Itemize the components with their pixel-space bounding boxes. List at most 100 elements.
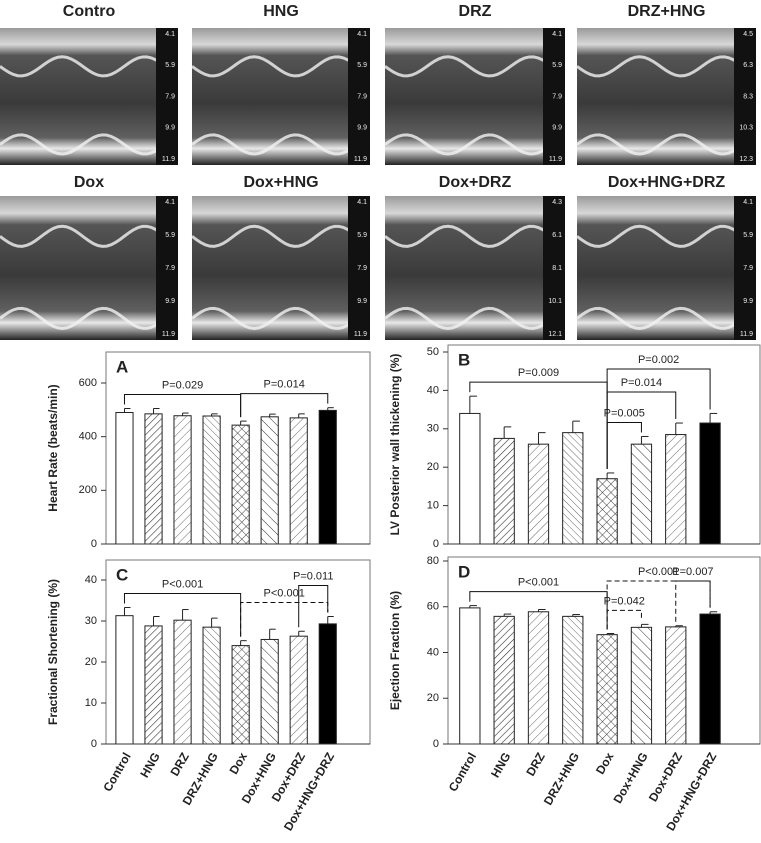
echo-scale-label: 11.9 (740, 331, 753, 338)
echo-wall (384, 224, 566, 248)
y-tick-label: 200 (79, 484, 97, 496)
p-value: P=0.007 (672, 566, 713, 578)
y-tick-label: 0 (433, 738, 439, 750)
echo-image (385, 28, 565, 165)
p-value: P<0.001 (162, 578, 203, 590)
bar (115, 615, 134, 745)
bar (231, 424, 250, 545)
echo-image (192, 28, 370, 165)
echo-scale-bar (348, 196, 370, 340)
bar (562, 615, 584, 745)
significance-bracket (606, 609, 642, 630)
echo-wall (384, 55, 566, 78)
bar (231, 645, 250, 745)
bar (665, 434, 687, 545)
y-axis-label: Ejection Fraction (%) (388, 591, 402, 710)
panel-title: Dox+HNG+DRZ (608, 174, 726, 191)
bar (630, 443, 653, 545)
panel-letter: B (458, 350, 470, 369)
bar (459, 607, 481, 745)
echo-scale-label: 5.9 (165, 62, 175, 69)
y-tick-label: 30 (85, 615, 97, 627)
y-tick-label: 400 (79, 431, 97, 443)
echo-scale-label: 8.1 (552, 265, 562, 272)
significance-bracket (240, 393, 329, 418)
bar (699, 422, 721, 545)
y-tick-label: 20 (85, 656, 97, 668)
p-value: P=0.014 (264, 379, 305, 391)
echo-scale-label: 11.9 (162, 156, 175, 163)
echo-wall (0, 133, 179, 156)
x-tick-label: Control (100, 750, 133, 794)
echo-scale-label: 5.9 (357, 62, 367, 69)
x-tick-label: Control (446, 750, 479, 794)
panel-title: Dox+DRZ (439, 174, 512, 191)
p-value: P<0.001 (264, 587, 305, 599)
y-axis-label: Fractional Shortening (%) (46, 579, 60, 725)
bar (202, 626, 221, 745)
y-tick-label: 80 (427, 555, 439, 567)
y-tick-label: 40 (427, 646, 439, 658)
echo-scale-label: 4.1 (552, 31, 562, 38)
y-tick-label: 0 (433, 538, 439, 550)
echo-wall (191, 55, 371, 78)
panel-title: HNG (263, 3, 299, 20)
echo-wall (191, 224, 371, 248)
significance-bracket (606, 368, 711, 469)
y-tick-label: 40 (427, 384, 439, 396)
echo-wall (384, 133, 566, 156)
y-tick-label: 0 (91, 538, 97, 550)
echo-wall (576, 55, 757, 78)
echo-scale-label: 11.9 (354, 331, 367, 338)
echo-wall (0, 55, 179, 78)
y-tick-label: 10 (427, 500, 439, 512)
significance-bracket (298, 584, 329, 628)
x-tick-label: HNG (488, 750, 513, 780)
bar (562, 432, 584, 545)
echo-scale-label: 12.1 (548, 331, 562, 338)
p-value: P=0.014 (621, 377, 662, 389)
echo-scale-label: 5.9 (743, 232, 753, 239)
echo-wall (191, 133, 371, 156)
echo-scale-label: 5.9 (357, 232, 367, 239)
bar (459, 412, 481, 545)
echo-scale-label: 7.9 (165, 265, 175, 272)
y-axis-label: LV Posterior wall thickening (%) (388, 354, 402, 536)
y-tick-label: 10 (85, 697, 97, 709)
x-tick-label: DRZ (523, 750, 547, 778)
panel-title: Dox+HNG (243, 174, 318, 191)
bar (665, 626, 687, 745)
echo-scale-label: 8.3 (743, 93, 753, 100)
bar (596, 478, 618, 545)
echo-scale-bar (348, 28, 370, 165)
echo-image (577, 196, 756, 340)
echo-scale-label: 4.1 (357, 199, 367, 206)
echo-image (385, 196, 565, 340)
echo-scale-label: 6.1 (552, 232, 562, 239)
panel-letter: C (116, 565, 128, 584)
echo-scale-label: 5.9 (165, 232, 175, 239)
echo-wall (384, 306, 566, 330)
bar (318, 623, 337, 745)
echo-wall (191, 306, 371, 330)
y-tick-label: 40 (85, 574, 97, 586)
echo-scale-bar (156, 196, 178, 340)
echo-scale-label: 9.9 (165, 298, 175, 305)
echo-scale-bar (543, 28, 565, 165)
panel-title: DRZ (459, 3, 492, 20)
echo-scale-label: 7.9 (165, 93, 175, 100)
bar (493, 437, 515, 545)
echo-scale-label: 6.3 (743, 62, 753, 69)
bar (289, 635, 308, 745)
echo-scale-label: 11.9 (549, 156, 562, 163)
p-value: P=0.029 (162, 379, 203, 391)
p-value: P=0.011 (293, 570, 333, 582)
echo-scale-bar (543, 196, 565, 340)
echo-scale-label: 4.3 (552, 199, 562, 206)
echo-scale-bar (734, 196, 756, 340)
bar (144, 625, 163, 745)
echo-scale-label: 4.1 (165, 199, 175, 206)
y-tick-label: 60 (427, 601, 439, 613)
panel-letter: D (458, 562, 470, 581)
p-value: P=0.009 (518, 367, 559, 379)
